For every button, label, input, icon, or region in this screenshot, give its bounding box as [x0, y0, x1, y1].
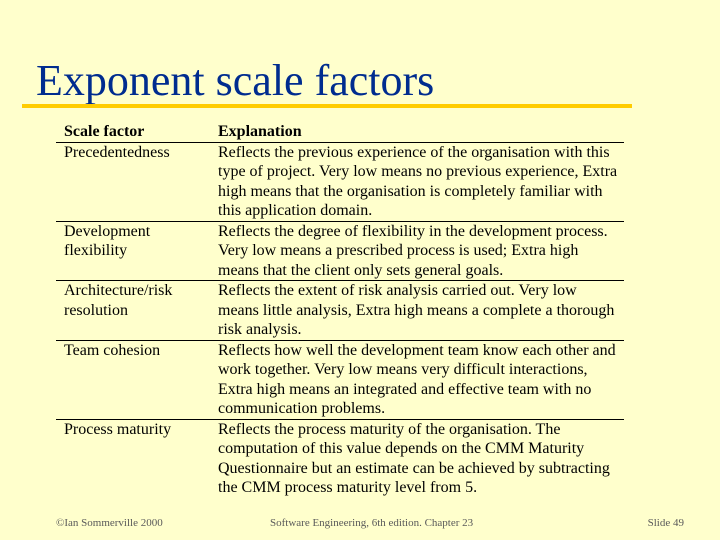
- row-factor: Process maturity: [64, 420, 172, 438]
- row-factor: Architecture/risk resolution: [64, 282, 173, 319]
- title-underline: [22, 104, 632, 108]
- row-explanation: Reflects the degree of flexibility in th…: [218, 222, 608, 279]
- footer-book: Software Engineering, 6th edition. Chapt…: [270, 517, 474, 529]
- row-explanation: Reflects how well the development team k…: [218, 341, 616, 418]
- slide-title: Exponent scale factors: [36, 56, 435, 105]
- table-row: Architecture/risk resolution Reflects th…: [56, 281, 624, 341]
- row-explanation: Reflects the previous experience of the …: [218, 143, 618, 220]
- table-row: Precedentedness Reflects the previous ex…: [56, 143, 624, 222]
- row-factor: Development flexibility: [64, 222, 151, 260]
- row-factor: Precedentedness: [64, 143, 170, 161]
- scale-factor-table: Scale factor Explanation Precedentedness…: [56, 122, 624, 498]
- table-row: Team cohesion Reflects how well the deve…: [56, 341, 624, 420]
- table-header-row: Scale factor Explanation: [56, 122, 624, 143]
- table-row: Development flexibility Reflects the deg…: [56, 222, 624, 281]
- header-explanation: Explanation: [218, 123, 302, 140]
- row-explanation: Reflects the extent of risk analysis car…: [218, 282, 615, 338]
- header-scale-factor: Scale factor: [64, 123, 145, 140]
- footer-slide-number: Slide 49: [647, 517, 684, 529]
- row-factor: Team cohesion: [64, 341, 161, 359]
- table-row: Process maturity Reflects the process ma…: [56, 420, 624, 498]
- footer-copyright: ©Ian Sommerville 2000: [56, 517, 163, 529]
- row-explanation: Reflects the process maturity of the org…: [218, 420, 610, 497]
